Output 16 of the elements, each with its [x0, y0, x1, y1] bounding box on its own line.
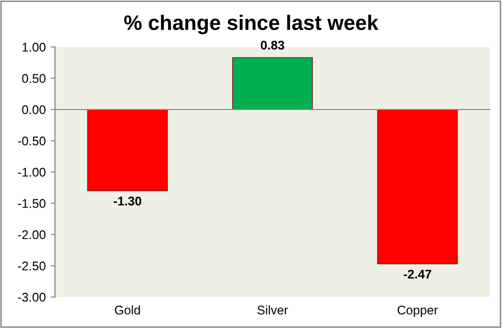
x-tick-label: Gold — [114, 305, 140, 315]
y-tick-label: -2.00 — [18, 230, 46, 240]
x-tick-label: Silver — [257, 305, 288, 315]
y-tick-label: 0.00 — [22, 105, 46, 114]
data-label: 0.83 — [260, 40, 284, 50]
y-tick-label: 1.00 — [22, 42, 46, 52]
y-tick-label: -3.00 — [18, 292, 46, 302]
y-tick-label: 0.50 — [22, 74, 46, 83]
y-tick-label: -0.50 — [18, 136, 46, 146]
data-label: -2.47 — [404, 270, 432, 278]
chart-title: % change since last week — [124, 14, 378, 34]
y-tick-label: -1.50 — [18, 199, 46, 208]
data-label: -1.30 — [114, 196, 142, 206]
x-tick-label: Copper — [398, 306, 438, 317]
y-tick-label: -2.50 — [18, 262, 46, 270]
y-tick-label: -1.00 — [18, 168, 46, 177]
